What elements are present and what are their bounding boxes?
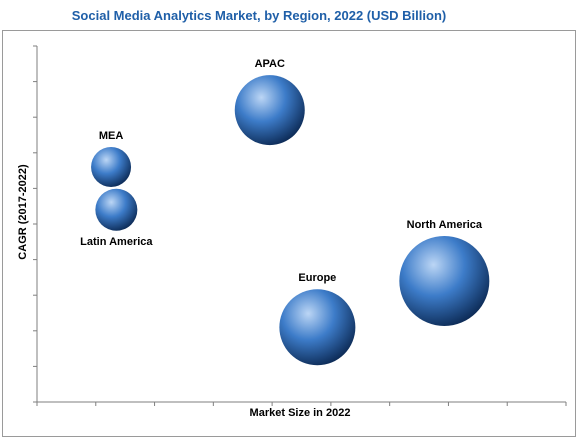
bubble-europe bbox=[279, 289, 356, 366]
plot-border bbox=[2, 30, 576, 437]
bubble-label: MEA bbox=[99, 130, 124, 142]
y-axis-label: CAGR (2017-2022) bbox=[17, 164, 29, 260]
chart-title: Social Media Analytics Market, by Region… bbox=[71, 8, 447, 23]
bubble-latin-america bbox=[95, 188, 138, 231]
x-axis-label: Market Size in 2022 bbox=[250, 407, 351, 419]
bubble-apac bbox=[234, 75, 305, 146]
bubble-north-america bbox=[399, 235, 490, 326]
bubble-mea bbox=[91, 147, 132, 188]
bubble-label: Europe bbox=[298, 272, 336, 284]
bubble-label: APAC bbox=[255, 58, 285, 70]
bubble-label: North America bbox=[407, 219, 483, 231]
bubble-label: Latin America bbox=[80, 236, 153, 248]
